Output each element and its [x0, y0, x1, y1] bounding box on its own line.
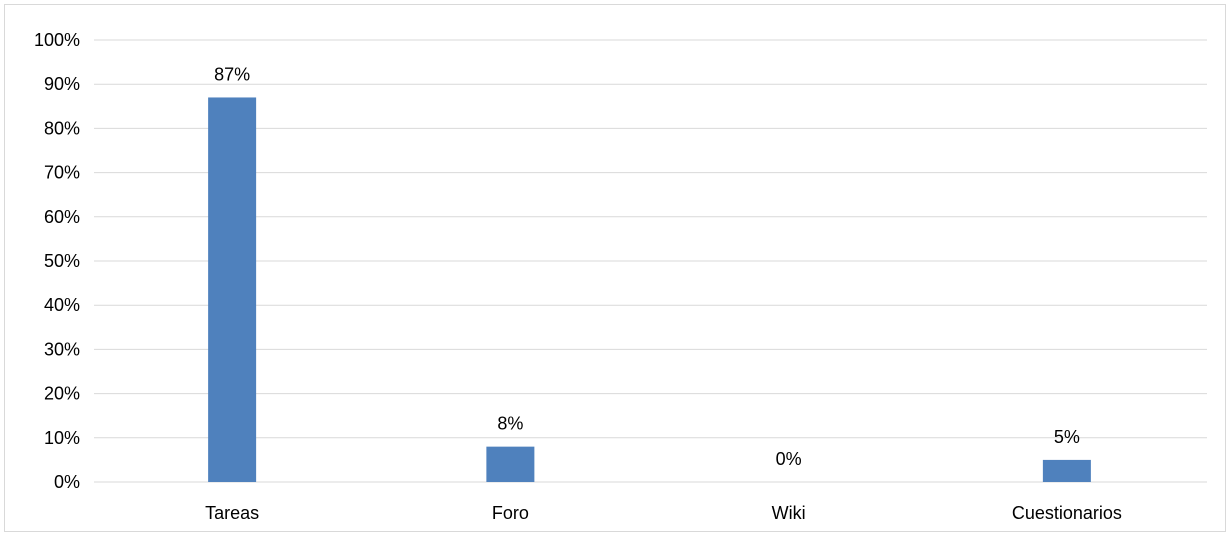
y-axis-tick-labels: 0% 10% 20% 30% 40% 50% 60% 70% 80% 90% 100% — [34, 30, 80, 492]
data-label-tareas: 87% — [214, 64, 250, 84]
bar-foro — [486, 446, 535, 482]
data-labels: 87% 8% 0% 5% — [214, 64, 1080, 469]
y-tick-label: 30% — [44, 339, 80, 359]
x-category-label-tareas: Tareas — [205, 503, 259, 523]
x-category-label-cuestionarios: Cuestionarios — [1012, 503, 1122, 523]
y-tick-label: 50% — [44, 251, 80, 271]
y-tick-label: 80% — [44, 118, 80, 138]
x-axis-category-labels: Tareas Foro Wiki Cuestionarios — [205, 503, 1122, 523]
bars — [208, 97, 1091, 483]
bar-tareas — [208, 97, 257, 483]
gridlines — [94, 39, 1207, 483]
y-tick-label: 20% — [44, 384, 80, 404]
data-label-cuestionarios: 5% — [1054, 427, 1080, 447]
y-tick-label: 60% — [44, 207, 80, 227]
data-label-wiki: 0% — [776, 449, 802, 469]
x-category-label-wiki: Wiki — [772, 503, 806, 523]
chart-frame — [4, 4, 1226, 532]
y-tick-label: 10% — [44, 428, 80, 448]
y-tick-label: 90% — [44, 74, 80, 94]
y-tick-label: 40% — [44, 295, 80, 315]
y-tick-label: 0% — [54, 472, 80, 492]
x-category-label-foro: Foro — [492, 503, 529, 523]
y-tick-label: 100% — [34, 30, 80, 50]
bar-cuestionarios — [1042, 459, 1091, 482]
y-tick-label: 70% — [44, 163, 80, 183]
data-label-foro: 8% — [497, 414, 523, 434]
